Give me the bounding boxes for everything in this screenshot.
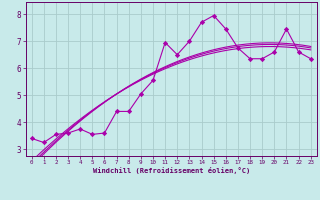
X-axis label: Windchill (Refroidissement éolien,°C): Windchill (Refroidissement éolien,°C) — [92, 167, 250, 174]
